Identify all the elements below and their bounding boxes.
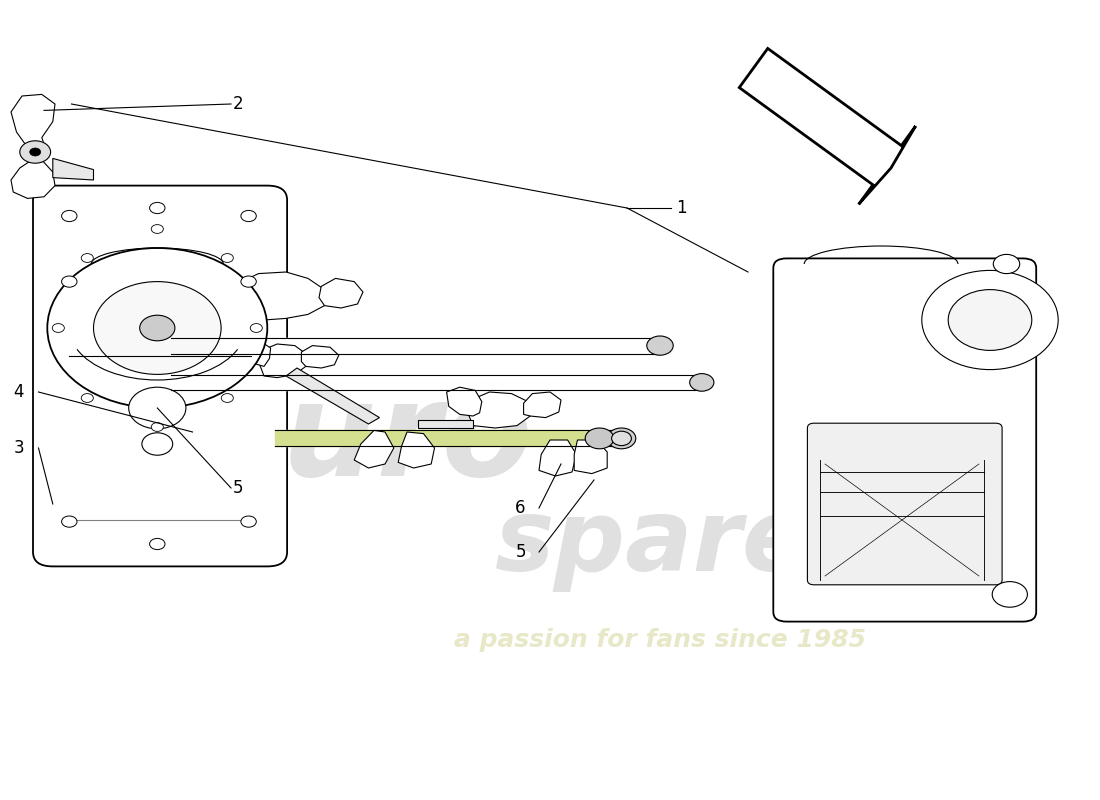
Circle shape: [30, 148, 41, 156]
Text: 4: 4: [13, 383, 24, 401]
Polygon shape: [739, 49, 915, 204]
Circle shape: [129, 387, 186, 429]
Polygon shape: [468, 392, 530, 428]
Text: 2: 2: [233, 95, 244, 113]
Circle shape: [647, 336, 673, 355]
Text: 5: 5: [233, 479, 244, 497]
Polygon shape: [398, 432, 434, 468]
Polygon shape: [157, 310, 236, 325]
Polygon shape: [301, 346, 339, 368]
Circle shape: [992, 582, 1027, 607]
Circle shape: [150, 538, 165, 550]
Circle shape: [142, 433, 173, 455]
Text: 5: 5: [515, 543, 526, 561]
Polygon shape: [11, 94, 55, 198]
Circle shape: [612, 431, 631, 446]
Circle shape: [151, 422, 163, 431]
Circle shape: [81, 254, 94, 262]
Circle shape: [47, 248, 267, 408]
Polygon shape: [447, 387, 482, 416]
Circle shape: [585, 428, 614, 449]
Polygon shape: [286, 368, 379, 424]
Polygon shape: [240, 340, 271, 366]
Circle shape: [62, 210, 77, 222]
Circle shape: [251, 323, 263, 333]
Circle shape: [150, 202, 165, 214]
Circle shape: [241, 276, 256, 287]
Polygon shape: [354, 430, 394, 468]
FancyBboxPatch shape: [33, 186, 287, 566]
Circle shape: [607, 428, 636, 449]
Text: 1: 1: [676, 199, 688, 217]
Polygon shape: [574, 440, 607, 474]
Circle shape: [151, 225, 163, 234]
Circle shape: [81, 394, 94, 402]
Circle shape: [221, 394, 233, 402]
Text: spares: spares: [494, 495, 870, 593]
Circle shape: [62, 276, 77, 287]
Polygon shape: [319, 278, 363, 308]
Circle shape: [140, 315, 175, 341]
Text: euro: euro: [194, 377, 532, 503]
Text: 6: 6: [515, 499, 526, 517]
Circle shape: [241, 516, 256, 527]
Polygon shape: [418, 420, 473, 428]
Circle shape: [922, 270, 1058, 370]
Text: 3: 3: [13, 439, 24, 457]
Circle shape: [241, 210, 256, 222]
Circle shape: [221, 254, 233, 262]
Circle shape: [94, 282, 221, 374]
Polygon shape: [524, 392, 561, 418]
Circle shape: [948, 290, 1032, 350]
Polygon shape: [231, 272, 324, 320]
Polygon shape: [53, 158, 94, 180]
Circle shape: [52, 323, 64, 333]
Circle shape: [20, 141, 51, 163]
Circle shape: [993, 254, 1020, 274]
Circle shape: [62, 516, 77, 527]
FancyBboxPatch shape: [807, 423, 1002, 585]
Polygon shape: [258, 344, 306, 378]
Polygon shape: [207, 274, 251, 306]
Polygon shape: [539, 440, 576, 476]
FancyBboxPatch shape: [773, 258, 1036, 622]
Circle shape: [690, 374, 714, 391]
Text: a passion for fans since 1985: a passion for fans since 1985: [454, 628, 866, 652]
